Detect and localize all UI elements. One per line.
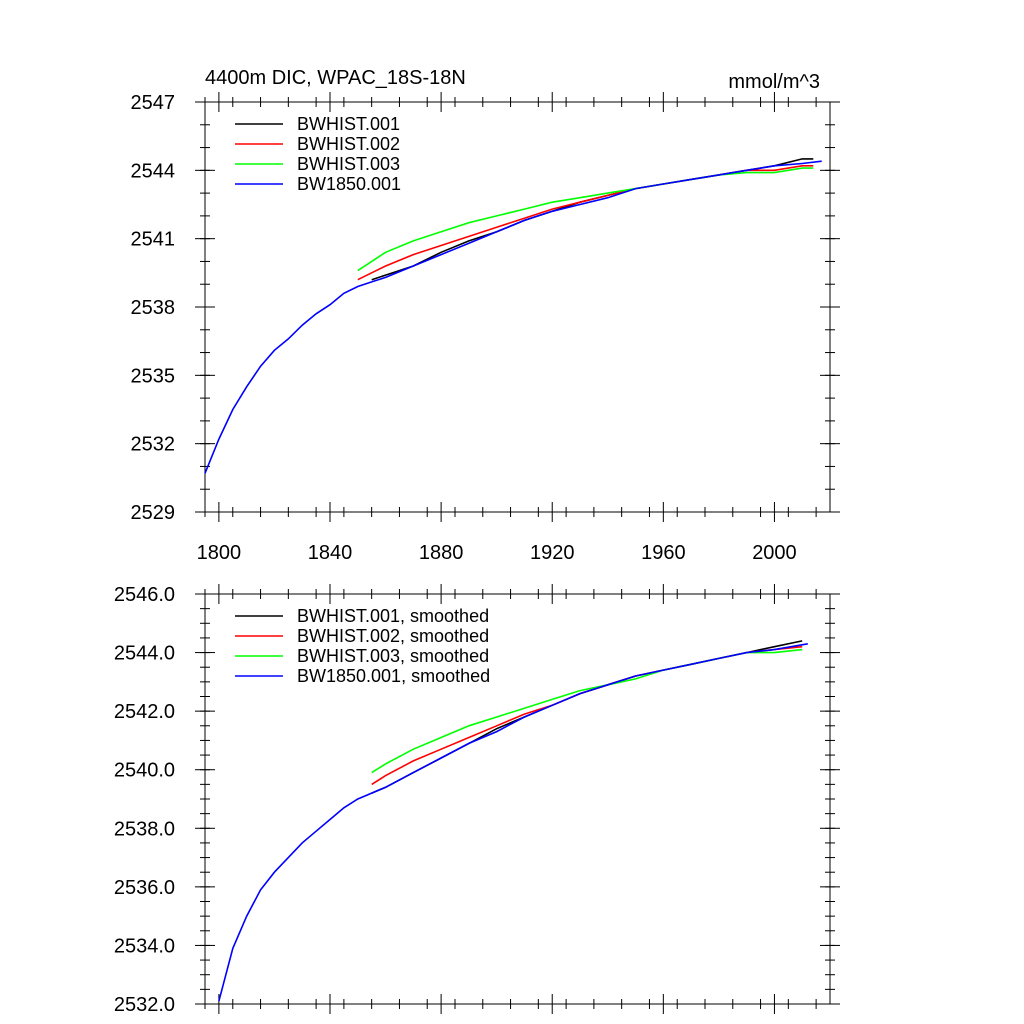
x-tick-label: 1840 <box>308 542 353 564</box>
units-label: mmol/m^3 <box>728 71 820 93</box>
x-tick-label: 1920 <box>530 542 575 564</box>
y-tick-label: 2540.0 <box>114 760 175 782</box>
legend-label: BWHIST.001 <box>297 114 400 134</box>
series-line-2 <box>357 165 814 281</box>
y-tick-label: 2529 <box>131 502 176 524</box>
legend-label: BW1850.001 <box>297 174 401 194</box>
x-tick-label: 1960 <box>641 542 686 564</box>
legend-label: BWHIST.001, smoothed <box>297 606 489 626</box>
series-line-3 <box>357 167 814 272</box>
series-line-4 <box>204 160 822 474</box>
x-tick-label: 1880 <box>419 542 464 564</box>
y-tick-label: 2534.0 <box>114 935 175 957</box>
y-tick-label: 2547 <box>131 92 176 114</box>
y-tick-label: 2542.0 <box>114 701 175 723</box>
chart-panel-bottom: 2532.0 2534.0 2536.0 2538.0 2540.0 2542.0 2544… <box>114 584 840 1016</box>
y-tick-label: 2544 <box>131 160 176 182</box>
x-tick-label: 1800 <box>197 542 242 564</box>
axes-bottom: 2532.0 2534.0 2536.0 2538.0 2540.0 2542.0 2544… <box>114 584 840 1016</box>
y-tick-label: 2532 <box>131 434 176 456</box>
series-line-4 <box>218 643 808 1002</box>
y-tick-label: 2532.0 <box>114 994 175 1016</box>
legend-label: BWHIST.003 <box>297 154 400 174</box>
y-tick-label: 2538.0 <box>114 818 175 840</box>
chart-panel-top: 4400m DIC, WPAC_18S-18N mmol/m^3 1800 184… <box>131 67 840 564</box>
series-group-bottom <box>218 640 808 1002</box>
chart-title: 4400m DIC, WPAC_18S-18N <box>205 67 466 89</box>
y-tick-label: 2546.0 <box>114 584 175 606</box>
legend-label: BWHIST.003, smoothed <box>297 646 489 666</box>
series-line-1 <box>371 158 814 281</box>
x-tick-label: 2000 <box>752 542 797 564</box>
series-group-top <box>204 158 822 474</box>
axes-top: 1800 1840 1880 1920 1960 2000 2529 2532 2535 2538… <box>131 92 840 564</box>
y-tick-label: 2541 <box>131 229 176 251</box>
legend-label: BWHIST.002 <box>297 134 400 154</box>
legend-label: BWHIST.002, smoothed <box>297 626 489 646</box>
y-tick-label: 2538 <box>131 297 176 319</box>
y-tick-label: 2535 <box>131 365 176 387</box>
y-tick-label: 2544.0 <box>114 643 175 665</box>
y-tick-label: 2536.0 <box>114 877 175 899</box>
legend-label: BW1850.001, smoothed <box>297 666 490 686</box>
